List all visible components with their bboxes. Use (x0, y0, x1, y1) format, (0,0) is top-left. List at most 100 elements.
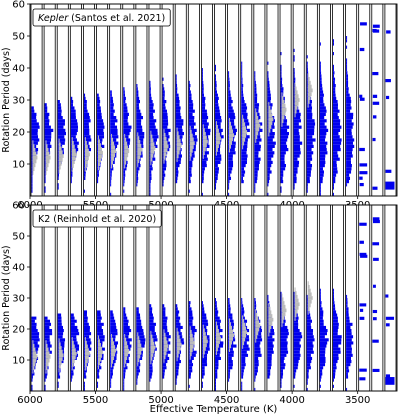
k2-ridge-bar (294, 317, 296, 321)
kepler-period-bar (306, 55, 308, 59)
k2-period-bar (293, 325, 299, 329)
k2-period-bar (188, 375, 191, 379)
kepler-period-bar (136, 119, 142, 123)
k2-period-bar (110, 369, 113, 373)
k2-period-bar (346, 372, 348, 376)
k2-ridge-bar (281, 308, 287, 313)
kepler-period-bar (306, 186, 308, 190)
kepler-ridge-bar (45, 144, 48, 148)
k2-ridge-bar (97, 350, 103, 355)
kepler-bin-strip (318, 3, 331, 197)
kepler-period-bar (319, 84, 323, 88)
k2-period-bar (280, 344, 288, 348)
k2-ridge-bar (229, 344, 232, 349)
kepler-period-bar (293, 55, 295, 59)
kepler-period-bar (228, 112, 235, 116)
kepler-period-bar (346, 93, 350, 97)
kepler-period-bar (385, 95, 390, 100)
kepler-period-bar (175, 122, 184, 126)
k2-ridge-bar (176, 327, 178, 332)
kepler-period-bar (319, 93, 324, 97)
kepler-period-bar (149, 192, 151, 196)
k2-period-bar (136, 319, 142, 323)
kepler-period-bar (123, 125, 132, 129)
kepler-period-bar (110, 125, 118, 129)
kepler-period-bar (57, 183, 59, 187)
kepler-period-bar (110, 176, 112, 180)
kepler-period-bar (123, 180, 125, 184)
k2-period-bar (70, 375, 73, 379)
kepler-ridge-bar (137, 151, 142, 156)
kepler-period-bar (280, 84, 283, 88)
kepler-period-bar (332, 80, 335, 84)
k2-period-bar (280, 322, 285, 326)
kepler-period-bar (57, 135, 65, 139)
k2-period-bar (175, 310, 180, 314)
k2-ridge-bar (255, 324, 261, 328)
kepler-period-bar (215, 154, 222, 158)
kepler-ridge-bar (176, 146, 181, 151)
kepler-period-bar (306, 189, 308, 193)
k2-period-bar (306, 313, 311, 317)
k2-ridge-bar (281, 297, 284, 302)
kepler-period-bar (293, 148, 301, 152)
kepler-period-bar (57, 122, 65, 126)
k2-period-bar (44, 375, 47, 379)
kepler-period-bar (306, 148, 312, 152)
kepler-period-bar (188, 160, 193, 164)
kepler-period-bar (332, 103, 338, 107)
kepler-bin-strip (240, 3, 253, 197)
k2-period-bar (241, 350, 247, 354)
kepler-period-bar (241, 68, 243, 72)
k2-period-bar (346, 360, 352, 364)
k2-period-bar (31, 378, 33, 382)
k2-ridge-bar (124, 363, 126, 368)
kepler-period-bar (254, 100, 258, 104)
k2-period-bar (228, 298, 230, 302)
kepler-bin-strip (187, 3, 200, 197)
kepler-period-bar (44, 128, 54, 132)
kepler-period-bar (385, 78, 391, 83)
k2-period-bar (332, 347, 341, 351)
k2-period-bar (162, 304, 165, 308)
kepler-period-bar (70, 132, 77, 136)
k2-period-bar (188, 313, 193, 317)
k2-ridge-bar (268, 325, 272, 329)
k2-period-bar (280, 338, 287, 342)
k2-period-bar (228, 307, 231, 311)
k2-period-bar (149, 363, 153, 367)
k2-ridge-bar (58, 368, 60, 373)
k2-period-bar (188, 316, 194, 320)
k2-ridge-bar (137, 339, 141, 344)
kepler-period-bar (110, 132, 118, 136)
kepler-period-bar (44, 116, 49, 120)
kepler-period-bar (162, 128, 171, 132)
k2-period-bar (228, 375, 230, 379)
kepler-period-bar (175, 125, 183, 129)
k2-period-bar (162, 350, 171, 354)
k2-bin-strip (56, 204, 69, 392)
k2-x-ticks: 6000 5500 5000 4500 4000 3500 (17, 391, 370, 406)
k2-period-bar (346, 319, 350, 323)
k2-period-bar (267, 356, 272, 360)
kepler-period-bar (319, 128, 329, 132)
k2-bin-strip (253, 204, 266, 392)
kepler-ridge-bar (229, 129, 234, 134)
kepler-period-bar (293, 48, 295, 52)
kepler-period-bar (293, 151, 301, 155)
k2-period-bar (293, 335, 303, 339)
kepler-period-bar (346, 84, 349, 88)
kepler-period-bar (228, 122, 235, 126)
kepler-period-bar (201, 93, 204, 97)
kepler-ridge-bar (32, 159, 37, 164)
kepler-period-bar (346, 80, 349, 84)
k2-period-bar (332, 288, 334, 292)
kepler-period-bar (162, 90, 165, 94)
k2-period-bar (123, 375, 126, 379)
kepler-period-bar (319, 135, 326, 139)
kepler-period-bar (83, 128, 90, 132)
kepler-period-bar (306, 64, 308, 68)
kepler-period-bar (123, 106, 128, 110)
k2-period-bar (306, 356, 313, 360)
k2-period-bar (123, 329, 132, 333)
